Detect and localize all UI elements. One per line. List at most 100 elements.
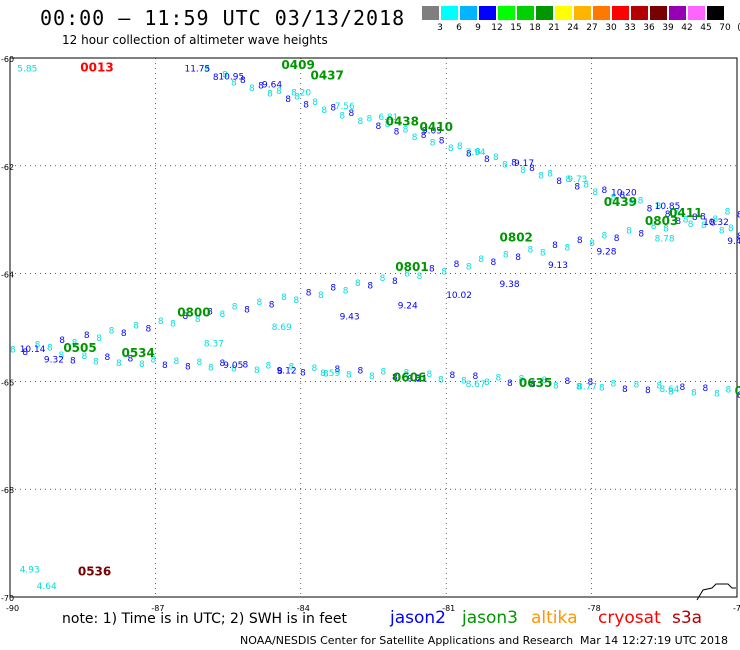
legend-label: 6: [456, 23, 462, 33]
track-mark: 8: [725, 208, 731, 218]
track-mark: 8: [728, 224, 734, 234]
swh-value: 10.02: [446, 291, 472, 301]
swh-value: 5.85: [17, 64, 37, 74]
track-mark: 8: [367, 282, 373, 292]
swh-value: 9.17: [514, 159, 534, 169]
track-mark: 8: [700, 212, 706, 222]
pass-time-label: 0639: [735, 384, 740, 398]
track-mark: 8: [461, 377, 467, 387]
track-mark: 8: [601, 231, 607, 241]
pass-time-label: 0536: [78, 564, 111, 578]
track-mark: 8: [552, 241, 558, 251]
legend-swatch: [479, 6, 496, 20]
legend-swatch: [498, 6, 515, 20]
track-mark: 8: [417, 272, 423, 282]
track-mark: 8: [133, 322, 139, 332]
track-mark: 8: [638, 229, 644, 239]
track-mark: 8: [529, 164, 535, 174]
swh-value: 6.81: [378, 113, 398, 123]
satellite-legend-jason3: jason3: [462, 608, 518, 628]
track-mark: 8: [589, 239, 595, 249]
track-mark: 8: [380, 367, 386, 377]
track-mark: 8: [412, 133, 418, 143]
track-mark: 8: [683, 215, 689, 225]
legend-label: 3: [437, 23, 443, 33]
track-mark: 8: [564, 377, 570, 387]
map-frame: [9, 57, 738, 598]
swh-value: 8.67: [466, 380, 486, 390]
legend-swatch: [612, 6, 629, 20]
track-mark: 8: [430, 139, 436, 149]
track-mark: 8: [213, 73, 219, 83]
track-mark: 8: [323, 369, 329, 379]
legend-swatch: [574, 6, 591, 20]
legend-label: 36: [643, 23, 655, 33]
track-mark: 8: [265, 362, 271, 372]
track-mark: 8: [601, 186, 607, 196]
track-mark: 8: [495, 373, 501, 383]
track-mark: 8: [258, 82, 264, 92]
swh-value: 10.95: [218, 73, 244, 83]
track-mark: 8: [158, 317, 164, 327]
track-mark: 8: [185, 362, 191, 372]
track-mark: 8: [547, 169, 553, 179]
track-mark: 8: [449, 371, 455, 381]
track-mark: 8: [565, 175, 571, 185]
track-mark: 8: [346, 371, 352, 381]
track-mark: 8: [626, 227, 632, 237]
track-mark: 8: [339, 111, 345, 121]
track-mark: 8: [645, 386, 651, 396]
swh-value: 8.77: [577, 382, 597, 392]
x-tick-label: -90: [6, 604, 19, 613]
track-mark: 8: [22, 348, 28, 358]
track-mark: 8: [478, 255, 484, 265]
track-mark: 8: [84, 331, 90, 341]
track-mark: 8: [484, 378, 490, 388]
track-mark: 8: [507, 379, 513, 389]
track-mark: 8: [334, 365, 340, 375]
track-mark: 8: [348, 109, 354, 119]
track-mark: 8: [47, 343, 53, 353]
track-mark: 8: [679, 383, 685, 393]
track-mark: 8: [300, 368, 306, 378]
track-mark: 8: [288, 363, 294, 373]
track-mark: 8: [454, 260, 460, 270]
track-mark: 8: [293, 296, 299, 306]
header: 00:00 – 11:59 UTC 03/13/2018 12 hour col…: [0, 0, 740, 50]
map-subtitle: 12 hour collection of altimeter wave hei…: [62, 33, 328, 47]
x-tick-label: -87: [151, 604, 164, 613]
track-mark: 8: [426, 370, 432, 380]
track-mark: 8: [294, 93, 300, 103]
track-mark: 8: [737, 391, 740, 401]
y-tick-label: -70: [1, 594, 14, 603]
track-mark: 8: [415, 374, 421, 384]
track-mark: 8: [712, 215, 718, 225]
track-mark: 8: [622, 385, 628, 395]
swh-value: 8.20: [291, 89, 311, 99]
track-mark: 8: [204, 65, 210, 75]
track-mark: 8: [515, 253, 521, 263]
swh-value: 9.13: [548, 261, 568, 271]
legend-swatch: [707, 6, 724, 20]
track-mark: 8: [343, 286, 349, 296]
legend-swatch: [441, 6, 458, 20]
track-mark: 8: [81, 352, 87, 362]
track-mark: 8: [656, 382, 662, 392]
swh-value: 9.38: [500, 280, 520, 290]
swh-value: 8.37: [204, 339, 224, 349]
track-mark: 8: [222, 71, 228, 81]
pass-time-label: 0439: [604, 195, 637, 209]
track-mark: 8: [553, 381, 559, 391]
track-mark: 8: [421, 131, 427, 141]
legend-label: 18: [529, 23, 541, 33]
swh-value: 10.32: [703, 218, 729, 228]
credit-line: NOAA/NESDIS Center for Satellite Applica…: [240, 634, 574, 647]
swh-value: 8.64: [659, 385, 679, 395]
track-mark: 8: [651, 222, 657, 232]
swh-value: 8.69: [272, 323, 292, 333]
track-mark: 8: [502, 161, 508, 171]
swh-value: 9.43: [727, 237, 740, 247]
track-mark: 8: [232, 303, 238, 313]
pass-time-label: 0505: [63, 341, 96, 355]
legend-label: 21: [548, 23, 560, 33]
